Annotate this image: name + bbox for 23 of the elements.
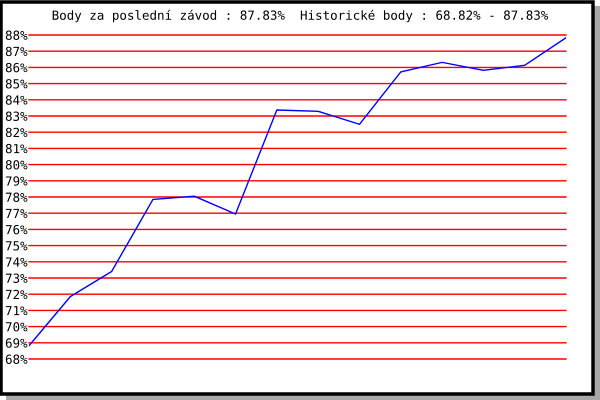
chart-title: Body za poslední závod : 87.83% Historické body : 68.82% - 87.83% xyxy=(52,10,548,22)
y-tick-label: 76% xyxy=(6,224,28,234)
y-tick-label: 75% xyxy=(6,241,28,251)
y-tick-label: 70% xyxy=(6,322,28,332)
y-tick-label: 82% xyxy=(6,128,28,138)
y-tick-label: 73% xyxy=(6,274,28,283)
y-tick-label: 69% xyxy=(6,338,28,348)
y-tick-label: 83% xyxy=(6,112,28,121)
y-tick-label: 81% xyxy=(6,144,28,154)
y-tick-label: 77% xyxy=(6,208,28,218)
line-series xyxy=(29,37,566,346)
y-tick-label: 86% xyxy=(6,62,28,72)
y-tick-label: 84% xyxy=(6,95,28,105)
y-tick-label: 74% xyxy=(6,257,28,267)
y-tick-label: 71% xyxy=(6,306,28,316)
y-tick-label: 72% xyxy=(6,290,28,299)
y-tick-label: 80% xyxy=(6,160,28,170)
y-tick-label: 68% xyxy=(6,354,28,364)
y-tick-label: 79% xyxy=(6,176,28,186)
y-tick-label: 87% xyxy=(6,46,28,56)
y-tick-label: 85% xyxy=(6,79,28,89)
y-tick-label: 78% xyxy=(6,192,28,202)
y-tick-label: 88% xyxy=(6,30,28,40)
